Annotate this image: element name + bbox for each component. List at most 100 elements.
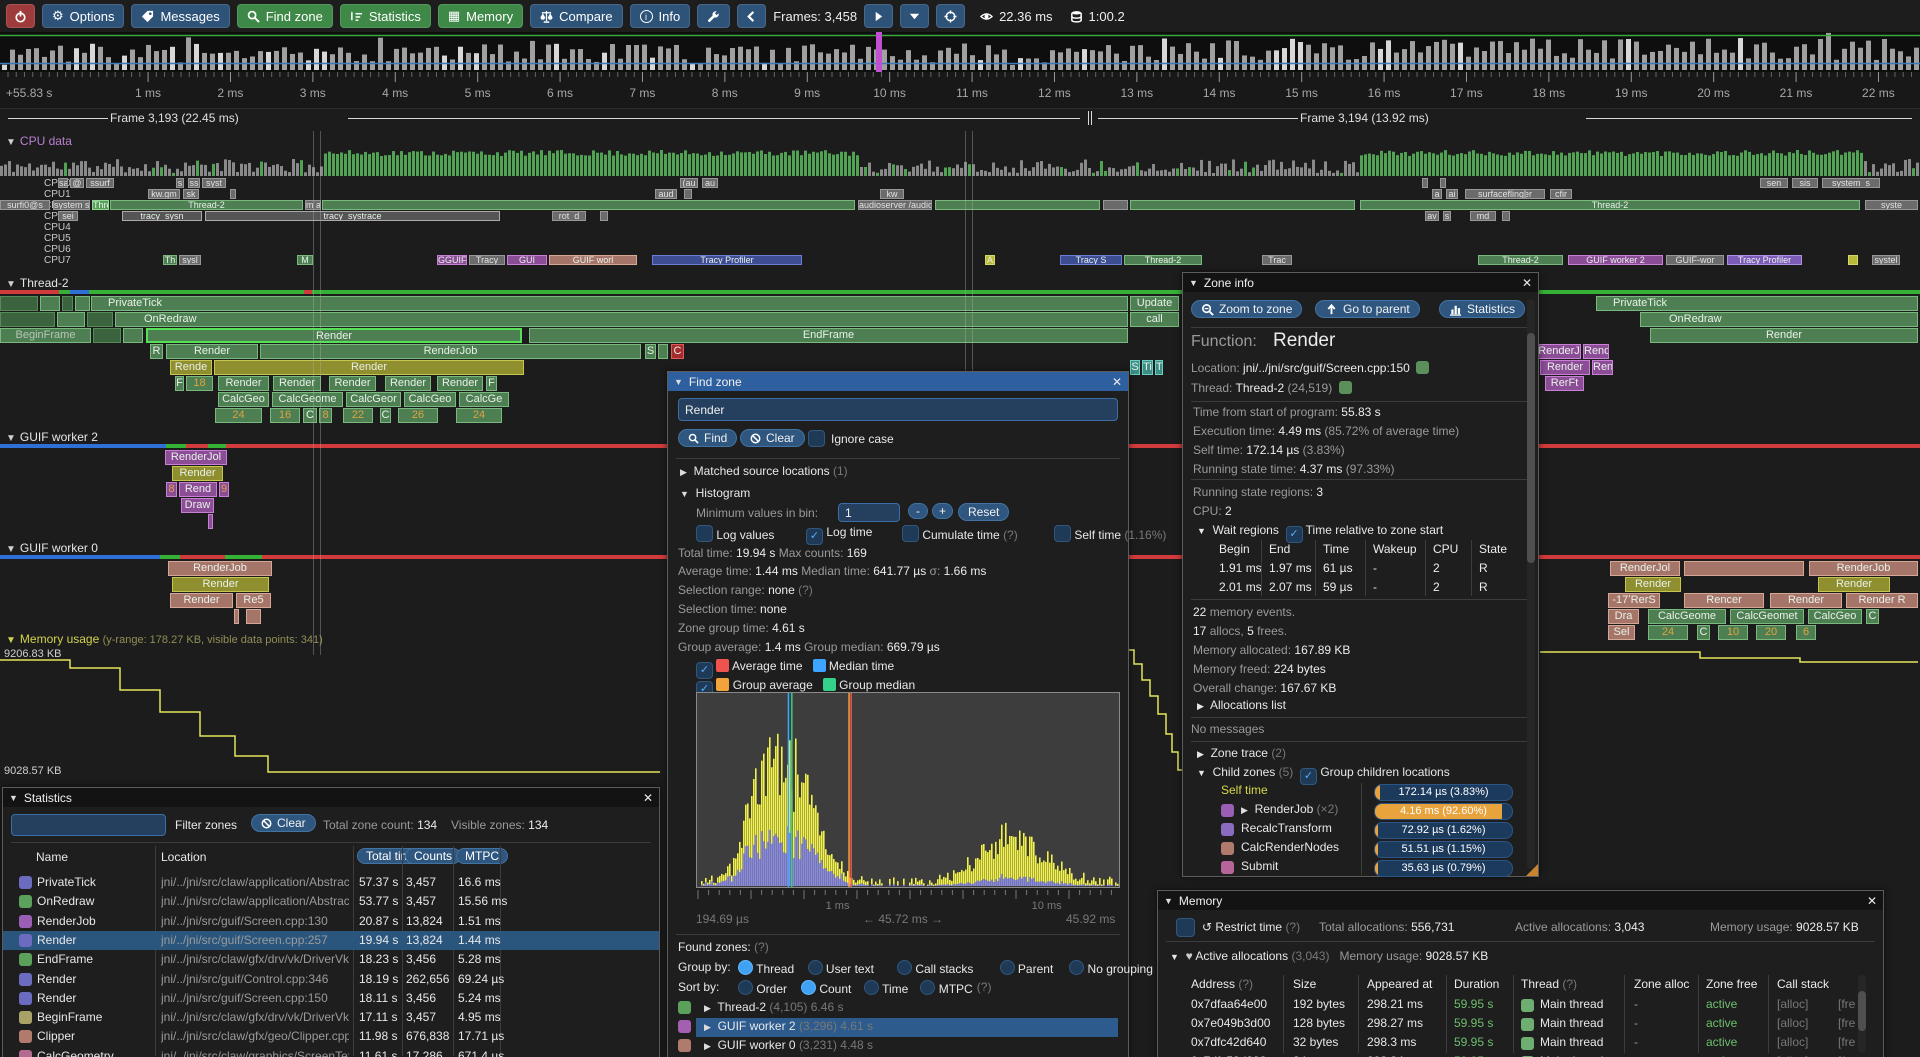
zone[interactable]: GUI: [507, 255, 547, 265]
zone[interactable]: T: [1155, 360, 1163, 375]
table-row[interactable]: PrivateTick jni/../jni/src/claw/applicati…: [3, 873, 659, 892]
zone[interactable]: Thread-2: [1124, 255, 1202, 265]
zone[interactable]: [1684, 561, 1804, 576]
zone[interactable]: BeginFrame: [0, 328, 91, 343]
zone[interactable]: EndFrame: [529, 328, 1128, 343]
messages-button[interactable]: Messages: [131, 4, 230, 28]
range-center[interactable]: ← 45.72 ms →: [863, 912, 944, 926]
time-ruler[interactable]: +55.83 s 1 ms 2 ms 3 ms 4 ms 5 ms 6 ms 7 ms 8 ms…: [0, 72, 1920, 109]
zone[interactable]: 9: [219, 482, 229, 497]
zone[interactable]: [935, 200, 1100, 210]
zone[interactable]: Rende: [170, 360, 212, 375]
section-guif-worker-0[interactable]: ▼ GUIF worker 0: [6, 541, 98, 555]
zone[interactable]: [234, 609, 239, 624]
find-zone-button[interactable]: Find zone: [236, 4, 333, 28]
min-bin-decrease-button[interactable]: -: [908, 503, 928, 519]
zone[interactable]: av: [1425, 211, 1439, 221]
sort-by-time[interactable]: Time: [864, 980, 908, 996]
sort-by-mtpc[interactable]: MTPC: [920, 980, 973, 996]
zone[interactable]: system_s: [1822, 178, 1880, 188]
zone[interactable]: [40, 296, 60, 311]
zone[interactable]: [93, 328, 121, 343]
zone[interactable]: Render R: [1846, 593, 1918, 608]
zone[interactable]: [246, 609, 261, 624]
frame-minimap[interactable]: [0, 32, 1920, 72]
zone[interactable]: Update: [1130, 296, 1179, 311]
zone[interactable]: Dra: [1608, 609, 1639, 624]
zone[interactable]: ss: [188, 178, 200, 188]
zone[interactable]: [1848, 255, 1858, 265]
zone[interactable]: Render: [329, 376, 376, 391]
col-counts[interactable]: Counts: [405, 848, 462, 864]
zone[interactable]: Tracy Profiler: [652, 255, 802, 265]
clear-filter-button[interactable]: Clear: [251, 814, 316, 832]
zone[interactable]: R: [150, 344, 163, 359]
zone[interactable]: [1502, 211, 1510, 221]
table-row[interactable]: RenderJob jni/../jni/src/guif/Screen.cpp:…: [3, 912, 659, 931]
zone[interactable]: RerFt: [1545, 376, 1584, 391]
zone[interactable]: sei: [58, 211, 78, 221]
zone[interactable]: CalcGeome: [1648, 609, 1726, 624]
zone[interactable]: [0, 296, 38, 311]
table-row[interactable]: Render jni/../jni/src/guif/Screen.cpp:257…: [3, 930, 659, 950]
zone[interactable]: sis: [1792, 178, 1818, 188]
group-by-user-text[interactable]: User text: [807, 960, 874, 976]
zone[interactable]: S: [645, 344, 656, 359]
statistics-button[interactable]: Statistics: [1439, 300, 1526, 318]
zone[interactable]: C: [380, 408, 391, 423]
zone[interactable]: surfaceflinger: [1465, 189, 1545, 199]
zone[interactable]: RenderJob: [1809, 561, 1918, 576]
zone[interactable]: Tracy S: [1060, 255, 1122, 265]
zone[interactable]: RenderJob: [168, 561, 272, 576]
matched-source-locations[interactable]: ▶ Matched source locations (1): [680, 464, 848, 478]
zoom-to-zone-button[interactable]: Zoom to zone: [1191, 300, 1303, 318]
zone[interactable]: C: [1697, 625, 1710, 640]
focus-frame-button[interactable]: [936, 4, 966, 28]
zone[interactable]: [62, 296, 73, 311]
memory-titlebar[interactable]: ▼ Memory ✕: [1158, 891, 1883, 910]
zone[interactable]: sen: [1760, 178, 1788, 188]
zone[interactable]: ai: [1446, 189, 1458, 199]
zone[interactable]: [1130, 200, 1355, 210]
zone[interactable]: A: [985, 255, 995, 265]
thread-row[interactable]: Thread: Thread-2 (24,519): [1191, 381, 1352, 395]
zone[interactable]: RenderJol: [165, 450, 227, 465]
zone[interactable]: aud: [655, 189, 677, 199]
memory-button[interactable]: ▦ Memory: [437, 4, 524, 28]
table-row[interactable]: BeginFrame jni/../jni/src/claw/gfx/drv/vk…: [3, 1008, 659, 1027]
zone[interactable]: M: [297, 255, 313, 265]
allocation-row[interactable]: 0x7dfaa64e00 192 bytes 298.21 ms 59.95 s Mai…: [1191, 997, 1856, 1012]
sort-by-order[interactable]: Order: [738, 980, 787, 996]
zone[interactable]: Render: [172, 466, 223, 481]
zone[interactable]: PrivateTick: [1596, 296, 1918, 311]
zone[interactable]: 24: [1648, 625, 1688, 640]
zone[interactable]: OnRedraw: [1640, 312, 1918, 327]
zone[interactable]: a: [1432, 189, 1442, 199]
zone[interactable]: Trac: [1262, 255, 1292, 265]
find-zone-titlebar[interactable]: ▼ Find zone ✕: [668, 372, 1128, 391]
zone[interactable]: F: [175, 376, 184, 391]
close-icon[interactable]: ✕: [1111, 374, 1122, 389]
option-cumulate-time[interactable]: Cumulate time (?): [902, 525, 1018, 542]
group-by-parent[interactable]: Parent: [999, 960, 1053, 976]
zone[interactable]: CalcGeomet: [1730, 609, 1804, 624]
zone[interactable]: @: [70, 178, 84, 188]
zone[interactable]: [1103, 200, 1128, 210]
zone[interactable]: Th: [163, 255, 177, 265]
zone[interactable]: system se: [53, 200, 90, 210]
zone[interactable]: GUIF worl: [549, 255, 637, 265]
zone[interactable]: GGUIF: [437, 255, 467, 265]
zone[interactable]: OnRedraw: [115, 312, 1128, 327]
zone[interactable]: systel: [1872, 255, 1900, 265]
zone[interactable]: sa: [58, 178, 68, 188]
allocations-list-section[interactable]: ▶ Allocations list: [1197, 698, 1286, 712]
group-by-no-grouping[interactable]: No grouping: [1069, 960, 1153, 976]
zone-group-row[interactable]: ▶ Thread-2 (4,105) 6.46 s: [668, 999, 1128, 1018]
group-by-thread[interactable]: Thread: [738, 960, 794, 976]
zone[interactable]: syst: [202, 178, 226, 188]
zone[interactable]: Render: [1650, 328, 1918, 343]
restrict-time-checkbox[interactable]: [1176, 918, 1195, 937]
table-row[interactable]: CalcGeometry jni/../jni/src/claw/graphics…: [3, 1047, 659, 1057]
option-log-values[interactable]: Log values: [696, 525, 774, 542]
table-row[interactable]: Clipper jni/../jni/src/claw/gfx/geo/Clipp…: [3, 1027, 659, 1046]
